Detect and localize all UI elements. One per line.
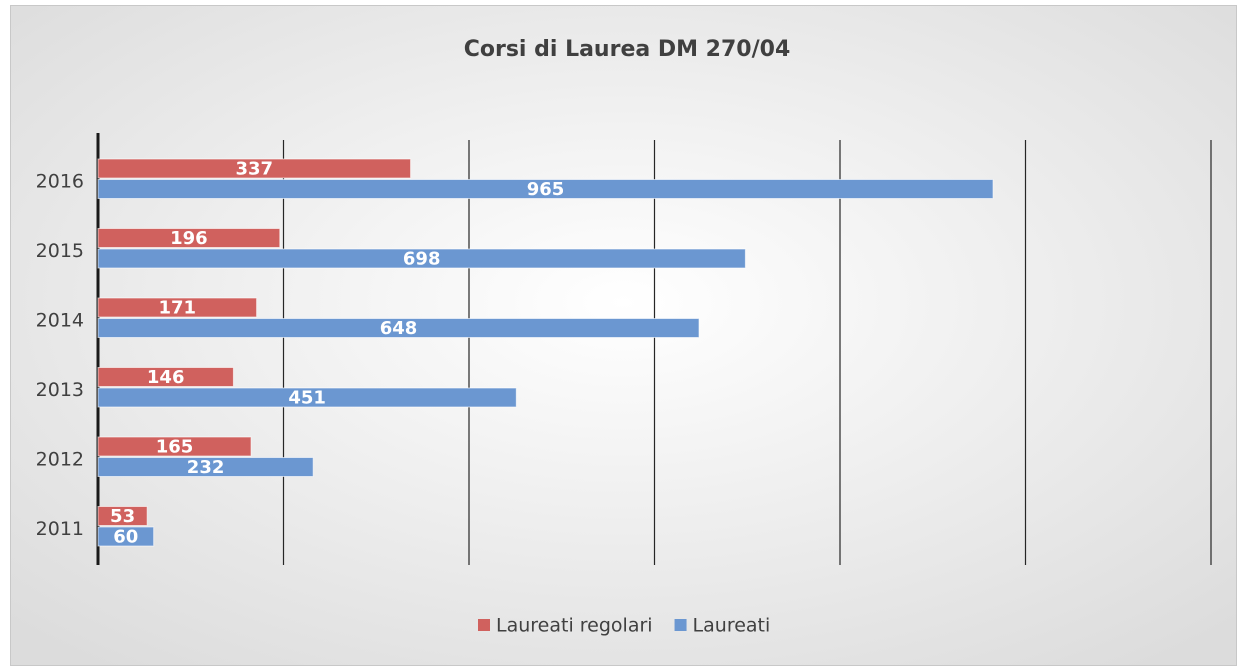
data-label: 171 bbox=[159, 298, 197, 319]
y-tick-label: 2016 bbox=[36, 171, 84, 193]
bar bbox=[97, 158, 412, 179]
data-label: 965 bbox=[527, 179, 565, 200]
legend-swatch bbox=[478, 619, 490, 631]
bar bbox=[97, 318, 700, 338]
data-label: 337 bbox=[235, 159, 273, 180]
data-label: 232 bbox=[187, 457, 225, 478]
data-label: 146 bbox=[147, 367, 185, 388]
bar bbox=[97, 367, 234, 387]
y-tick-label: 2013 bbox=[36, 379, 84, 401]
bar bbox=[97, 297, 258, 318]
y-tick-label: 2014 bbox=[36, 310, 84, 332]
y-tick-label: 2012 bbox=[36, 449, 84, 471]
data-label: 698 bbox=[403, 249, 441, 270]
chart-title: Corsi di Laurea DM 270/04 bbox=[464, 37, 791, 62]
legend-label: Laureati bbox=[693, 615, 771, 637]
data-label: 451 bbox=[288, 388, 326, 409]
bar bbox=[97, 506, 148, 526]
y-tick-label: 2015 bbox=[36, 240, 84, 262]
data-label: 53 bbox=[110, 506, 135, 527]
data-label: 196 bbox=[170, 228, 208, 249]
legend-swatch bbox=[674, 619, 687, 631]
data-label: 648 bbox=[380, 318, 418, 339]
bar bbox=[97, 457, 314, 477]
data-label: 60 bbox=[113, 527, 138, 548]
data-label: 165 bbox=[156, 437, 194, 458]
y-tick-label: 2011 bbox=[36, 518, 84, 540]
bar bbox=[97, 248, 746, 269]
bar bbox=[97, 179, 994, 199]
bar bbox=[97, 436, 252, 457]
bar bbox=[97, 228, 281, 248]
legend-label: Laureati regolari bbox=[496, 615, 653, 637]
bar bbox=[97, 526, 155, 547]
bar bbox=[97, 387, 517, 408]
